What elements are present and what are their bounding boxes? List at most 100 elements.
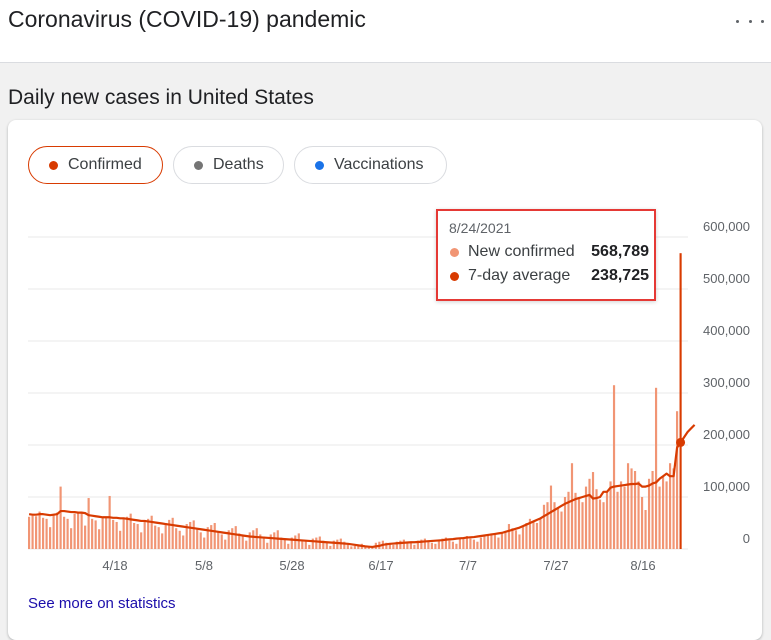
- tooltip-label: 7-day average: [468, 267, 571, 284]
- bar: [500, 532, 504, 549]
- bar: [171, 517, 174, 549]
- tooltip-date: 8/24/2021: [449, 220, 512, 236]
- bar: [112, 519, 115, 549]
- bar: [591, 472, 595, 549]
- bar: [598, 499, 602, 549]
- bar: [462, 537, 465, 549]
- bar: [665, 481, 668, 549]
- bar: [539, 517, 542, 549]
- bar: [577, 497, 581, 549]
- bar: [161, 533, 164, 549]
- bar: [119, 530, 122, 549]
- tooltip-row-new-confirmed: New confirmed 568,789: [449, 242, 649, 262]
- bar: [185, 524, 188, 549]
- bar: [434, 543, 437, 549]
- bar: [66, 518, 69, 549]
- bar: [518, 534, 521, 549]
- bar: [413, 544, 416, 549]
- bar: [371, 547, 374, 549]
- bar: [630, 468, 633, 549]
- confirmed-dot-icon: [49, 160, 58, 170]
- bar: [147, 518, 150, 549]
- bar: [87, 498, 90, 549]
- bar: [392, 544, 395, 549]
- bar: [122, 518, 125, 549]
- bar: [269, 534, 272, 549]
- bar: [469, 538, 472, 549]
- bar: [255, 528, 258, 549]
- bar: [504, 531, 507, 549]
- bar: [105, 517, 108, 549]
- chip-deaths[interactable]: Deaths: [173, 146, 284, 184]
- bar: [280, 537, 283, 549]
- bar: [115, 521, 118, 549]
- seven-day-average-line: [28, 424, 696, 549]
- bar: [217, 531, 220, 549]
- x-tick-label: 5/8: [195, 558, 213, 573]
- bar: [402, 539, 405, 549]
- y-tick-label: 0: [743, 531, 750, 546]
- x-tick-label: 6/17: [368, 558, 393, 573]
- bar: [658, 486, 661, 549]
- bar: [437, 539, 440, 549]
- bar: [182, 535, 185, 549]
- bar: [259, 534, 262, 549]
- bar: [602, 502, 605, 549]
- chip-confirmed[interactable]: Confirmed: [28, 146, 163, 184]
- bar: [322, 540, 325, 549]
- bar: [164, 523, 167, 549]
- bar: [535, 523, 539, 549]
- bar: [343, 541, 346, 549]
- bar: [574, 492, 577, 549]
- bar: [675, 411, 679, 549]
- bar: [472, 539, 476, 549]
- y-tick-label: 300,000: [703, 375, 750, 390]
- bar: [238, 533, 241, 549]
- bar: [220, 534, 223, 549]
- bar: [252, 530, 255, 549]
- more-horizontal-icon[interactable]: [736, 10, 764, 32]
- bar: [406, 541, 409, 549]
- stats-card: [8, 120, 762, 640]
- seven-day-average-dot-icon: [450, 272, 459, 281]
- bar: [84, 525, 87, 549]
- section-title: Daily new cases in United States: [8, 86, 314, 109]
- bar: [441, 538, 444, 549]
- bar: [448, 540, 451, 549]
- x-tick-label: 8/16: [630, 558, 655, 573]
- bar: [210, 525, 213, 549]
- bar: [175, 528, 178, 549]
- chip-vaccinations[interactable]: Vaccinations: [294, 146, 447, 184]
- bar: [108, 495, 111, 549]
- bar: [623, 486, 626, 549]
- y-tick-label: 400,000: [703, 323, 750, 338]
- bar: [644, 510, 647, 549]
- see-more-statistics-link[interactable]: See more on statistics: [28, 595, 176, 612]
- bar: [80, 513, 83, 549]
- bar: [570, 463, 574, 549]
- bar: [388, 543, 391, 549]
- tooltip-value: 568,789: [591, 243, 649, 260]
- bar: [357, 544, 360, 549]
- bar: [308, 544, 311, 549]
- bar: [45, 518, 48, 549]
- bar: [581, 502, 584, 549]
- bar: [546, 502, 549, 549]
- bar: [612, 385, 616, 549]
- bar: [399, 540, 402, 549]
- bar: [350, 546, 353, 549]
- bar: [588, 478, 591, 549]
- bar: [98, 529, 101, 549]
- bar: [266, 542, 269, 549]
- bar: [507, 524, 511, 549]
- bar: [227, 530, 230, 549]
- bar: [192, 520, 195, 549]
- bar: [70, 528, 73, 549]
- bar: [49, 527, 52, 549]
- bar: [427, 541, 430, 549]
- bar: [423, 538, 426, 549]
- bar: [168, 519, 171, 549]
- bar: [311, 538, 314, 549]
- bar: [262, 536, 265, 549]
